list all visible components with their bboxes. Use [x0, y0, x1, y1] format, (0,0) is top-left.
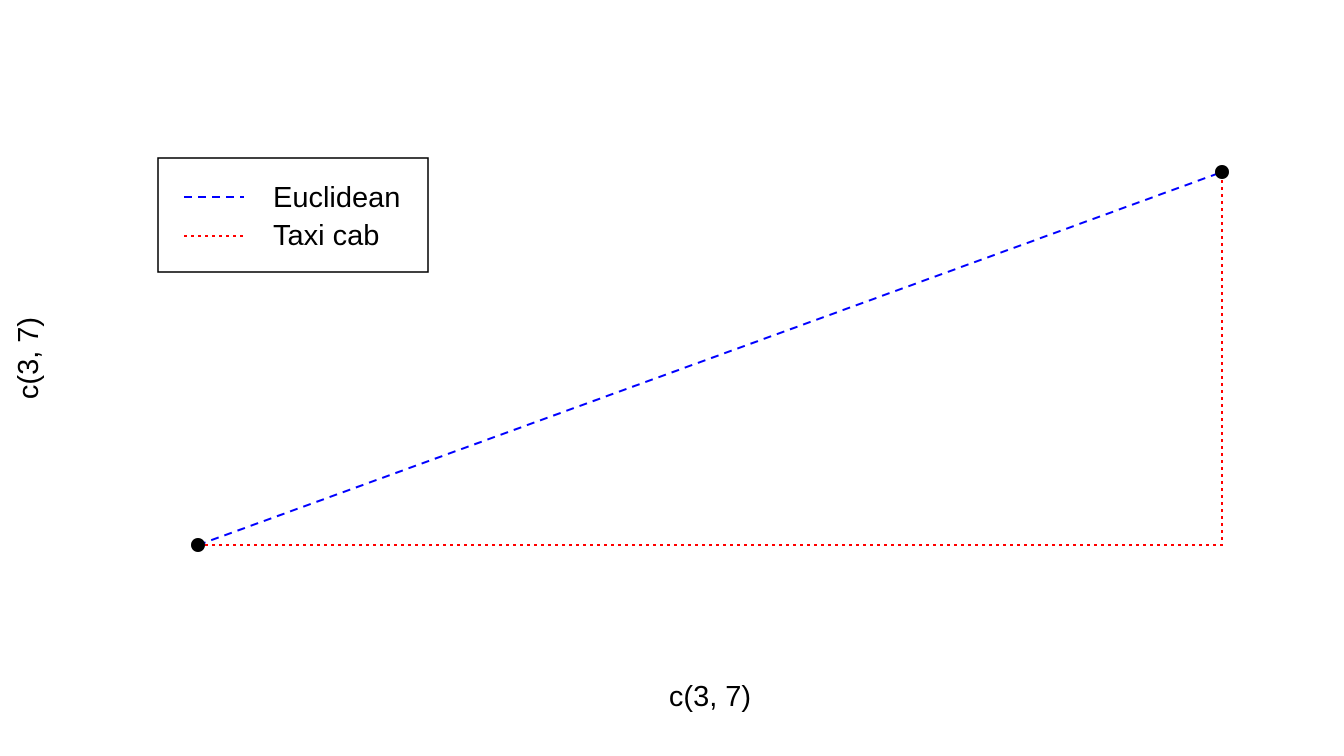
series-line-taxi-cab	[198, 172, 1223, 546]
legend-label-euclidean: Euclidean	[273, 182, 400, 214]
data-point-2	[1215, 165, 1229, 179]
legend-label-taxi-cab: Taxi cab	[273, 220, 379, 252]
data-point-1	[191, 538, 205, 552]
points-layer	[191, 165, 1229, 552]
legend-box	[157, 157, 429, 273]
y-axis-title: c(3, 7)	[13, 317, 45, 399]
x-axis-title: c(3, 7)	[669, 681, 751, 713]
legend: Euclidean Taxi cab	[157, 157, 429, 273]
series-layer	[197, 171, 1223, 546]
